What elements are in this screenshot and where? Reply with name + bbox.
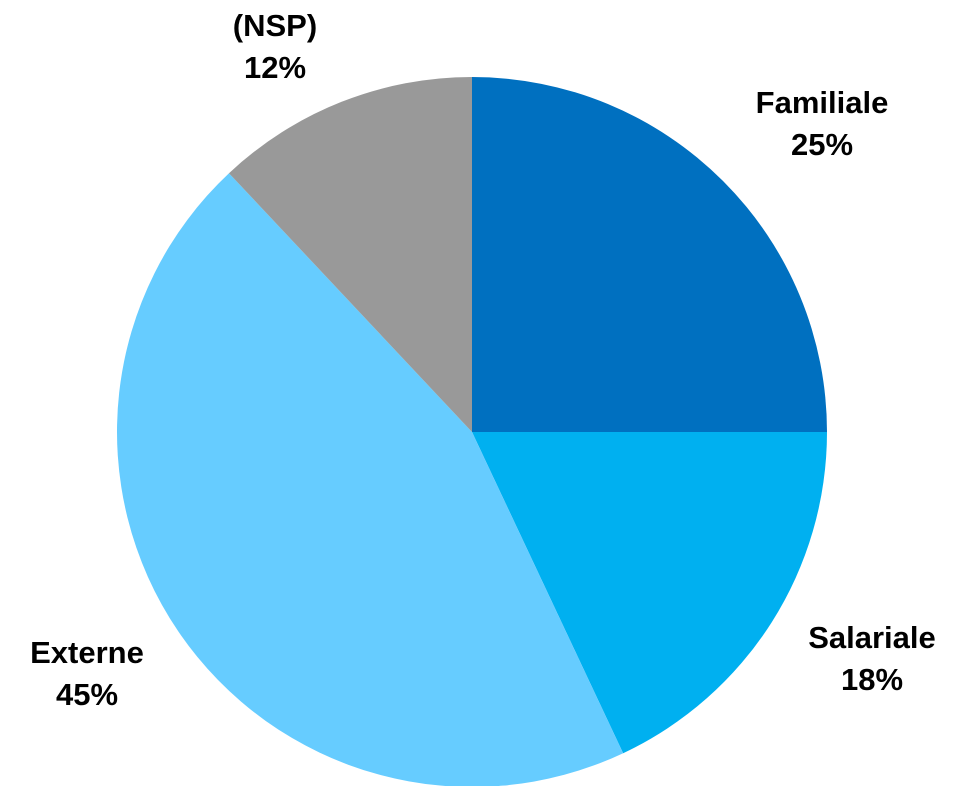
- slice-label: Salariale: [808, 620, 936, 655]
- slice-label: (NSP): [233, 8, 317, 43]
- slice-value-label: 45%: [56, 677, 118, 712]
- pie-slice: [472, 432, 827, 754]
- slice-label: Externe: [30, 635, 144, 670]
- pie-slice: [472, 77, 827, 432]
- slice-value-label: 25%: [791, 127, 853, 162]
- slice-value-label: 12%: [244, 50, 306, 85]
- pie-slice: [117, 173, 624, 786]
- slice-value-label: 18%: [841, 662, 903, 697]
- pie-slice: [228, 77, 472, 432]
- slice-label: Familiale: [756, 85, 889, 120]
